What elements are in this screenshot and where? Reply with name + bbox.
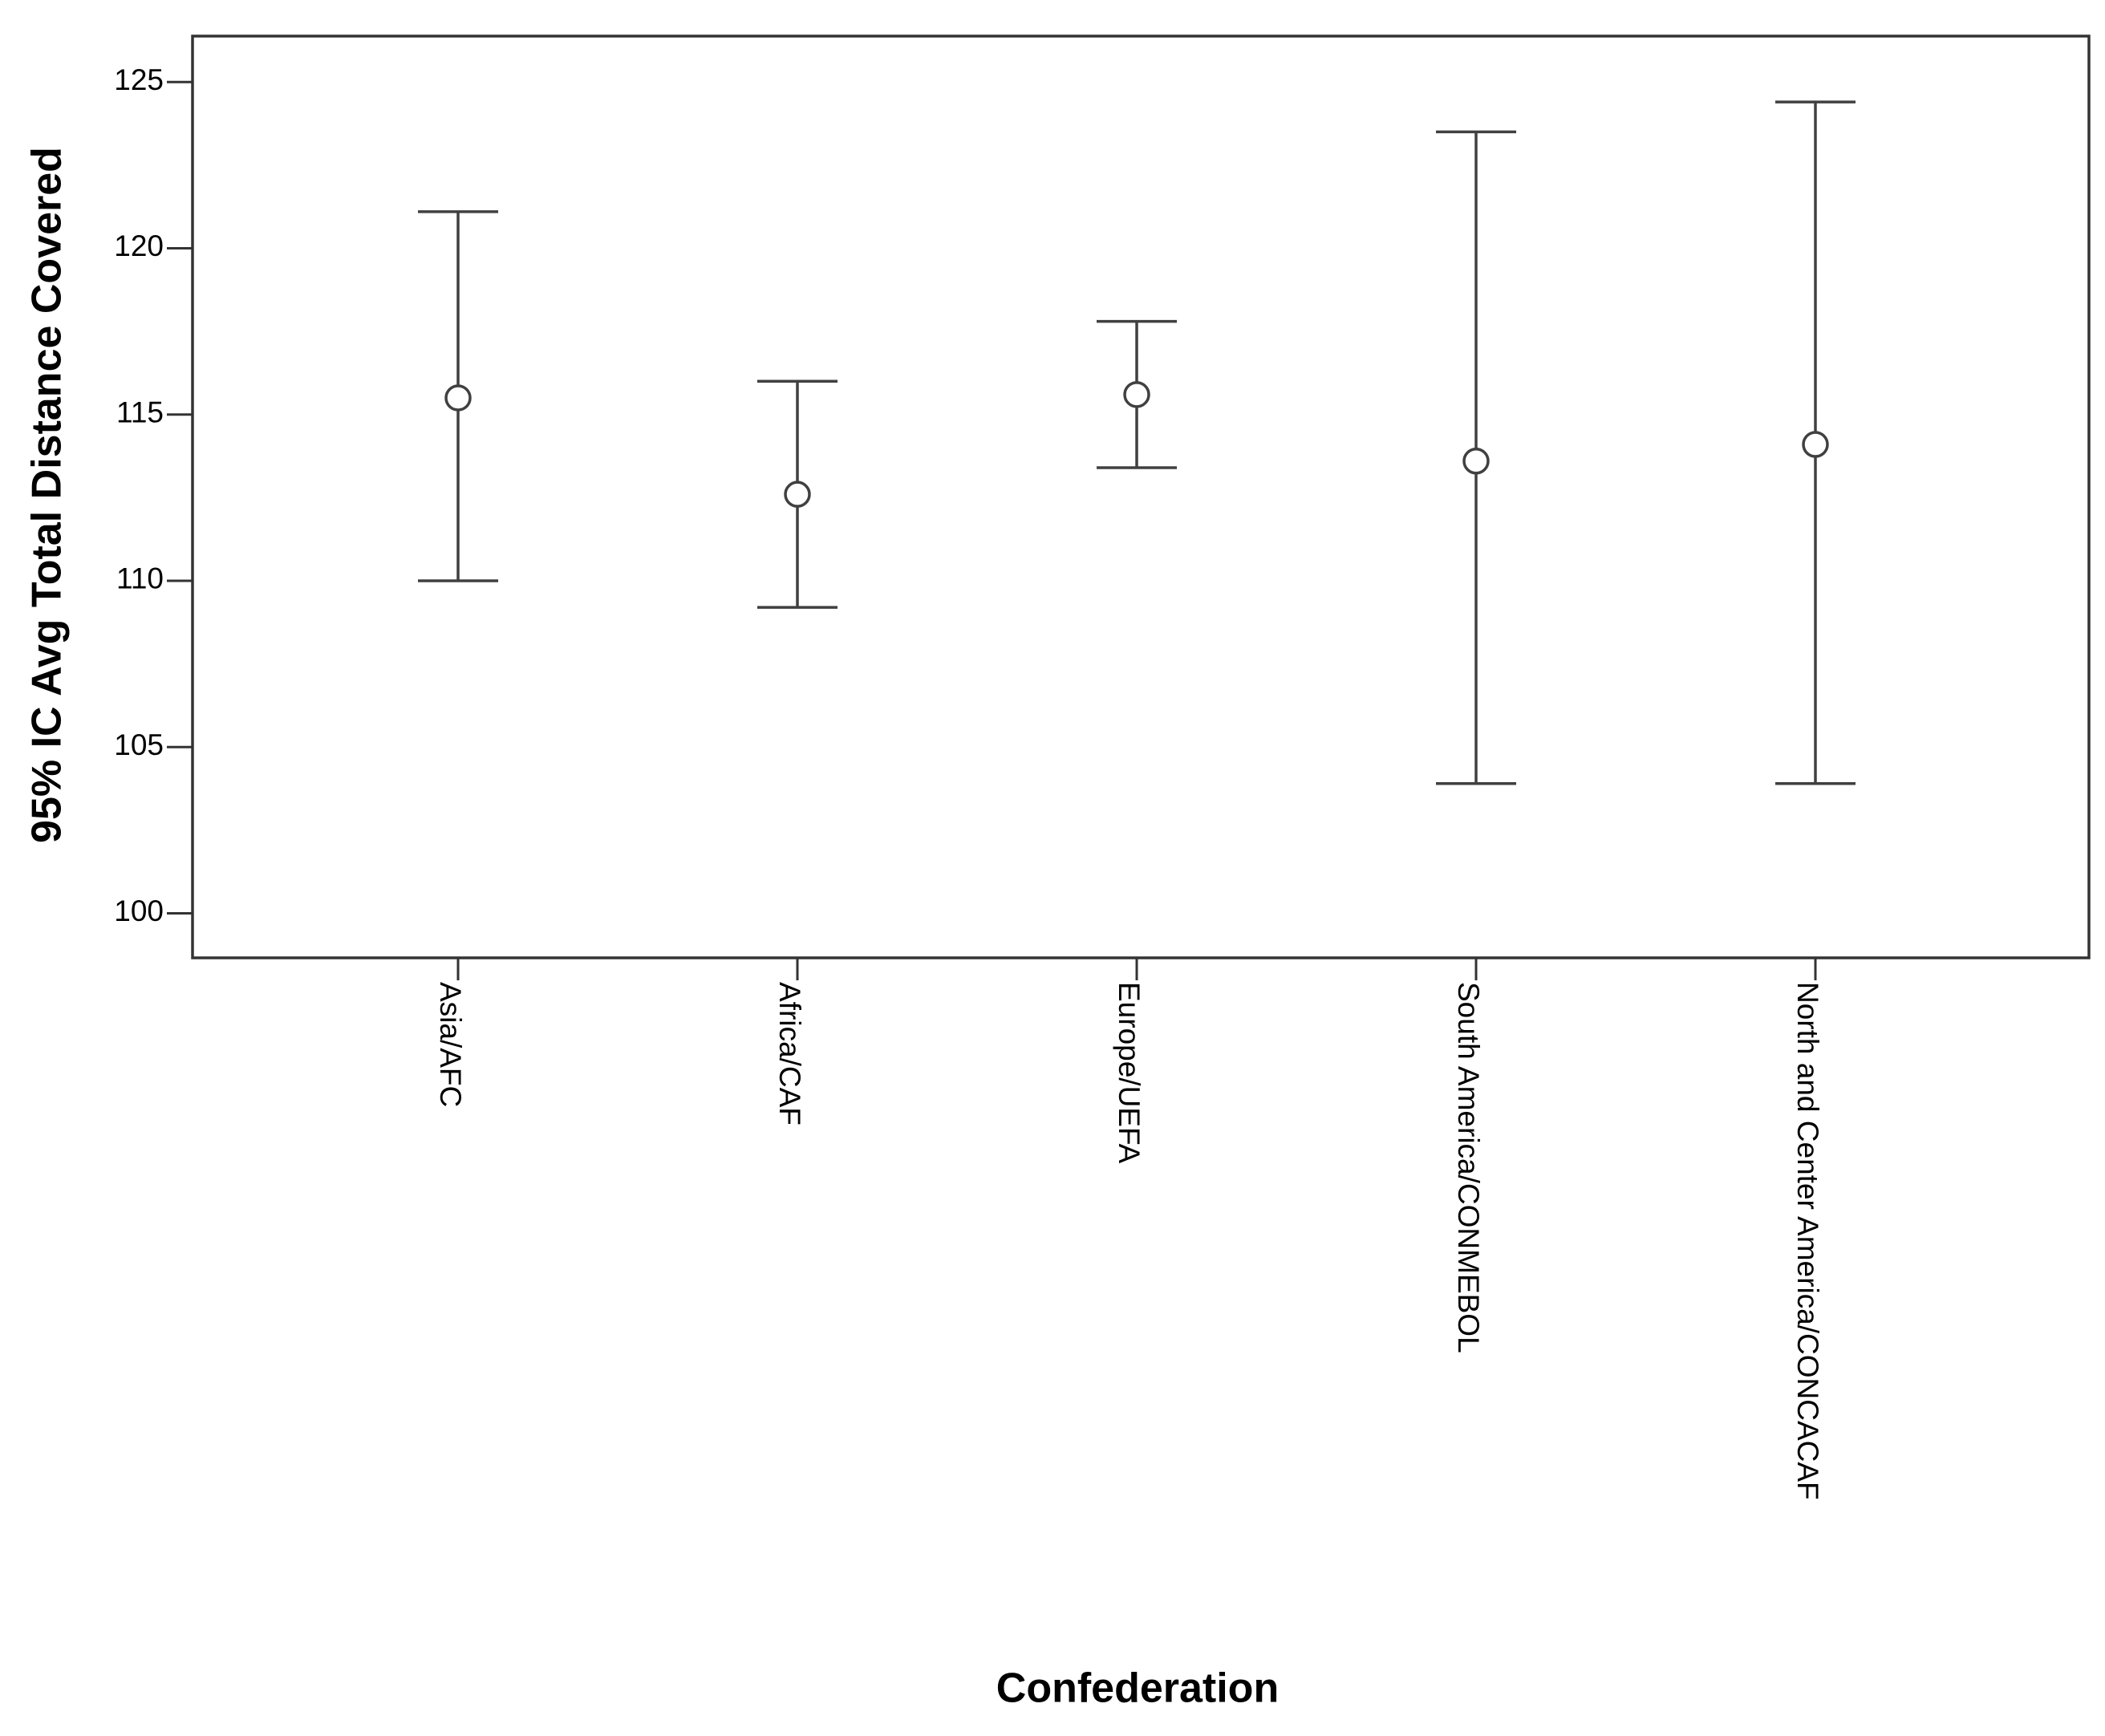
y-tick-label: 115 <box>116 395 164 428</box>
mean-marker <box>1123 381 1150 408</box>
y-tick-label: 105 <box>114 728 164 761</box>
plot-frame <box>191 34 2091 959</box>
mean-marker <box>1802 431 1829 458</box>
mean-marker <box>784 481 811 508</box>
x-tick-label: Africa/CAF <box>773 982 806 1126</box>
y-tick-label: 100 <box>114 894 164 927</box>
x-axis-title: Confederation <box>996 1665 1279 1712</box>
y-tick-label: 110 <box>116 562 164 595</box>
mean-marker <box>1462 447 1490 475</box>
y-tick-label: 120 <box>114 229 164 262</box>
x-tick-label: North and Center America/CONCACAF <box>1791 982 1824 1500</box>
x-tick-label: South America/CONMEBOL <box>1452 982 1485 1353</box>
y-tick-label: 125 <box>114 63 164 96</box>
y-axis-title: 95% IC Avg Total Distance Covered <box>24 147 71 843</box>
x-tick-label: Asia/AFC <box>434 982 467 1107</box>
x-tick-label: Europe/UEFA <box>1113 982 1146 1164</box>
mean-marker <box>444 384 472 412</box>
